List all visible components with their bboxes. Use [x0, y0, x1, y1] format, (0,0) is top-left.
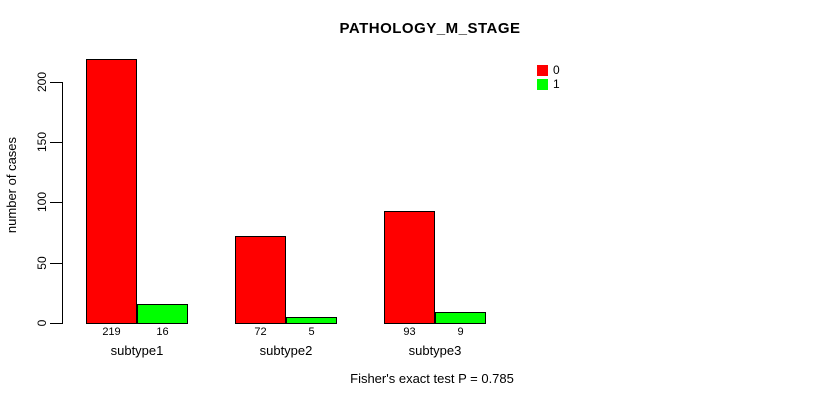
y-tick-label: 100 [35, 191, 49, 213]
y-tick-label: 50 [35, 256, 49, 270]
bar-1-subtype3 [435, 312, 486, 324]
bar-value-label: 93 [403, 326, 416, 338]
y-tick-mark [50, 323, 62, 324]
bar-value-label: 9 [457, 326, 464, 338]
y-axis-label: number of cases [4, 136, 19, 234]
y-tick-mark [50, 82, 62, 83]
y-tick-mark [50, 142, 62, 143]
y-tick-label: 0 [35, 319, 49, 327]
y-tick-mark [50, 202, 62, 203]
bar-value-label: 72 [254, 326, 267, 338]
category-label-subtype3: subtype3 [408, 343, 462, 358]
bar-0-subtype3 [384, 211, 435, 324]
chart-title: PATHOLOGY_M_STAGE [339, 20, 521, 37]
bar-1-subtype1 [137, 304, 188, 324]
bar-value-label: 16 [156, 326, 169, 338]
legend-swatch-red [537, 64, 548, 76]
legend: 0 1 [537, 64, 560, 92]
legend-entry-1: 1 [537, 78, 560, 90]
bar-value-label: 219 [102, 326, 121, 338]
legend-label: 0 [553, 63, 560, 77]
y-tick-mark [50, 263, 62, 264]
legend-label: 1 [553, 77, 560, 91]
bar-1-subtype2 [286, 317, 337, 324]
y-tick-label: 150 [35, 131, 49, 153]
legend-swatch-green [537, 78, 548, 90]
bar-0-subtype1 [86, 59, 137, 324]
legend-entry-0: 0 [537, 64, 560, 76]
bar-0-subtype2 [235, 236, 286, 324]
bar-value-label: 5 [308, 326, 315, 338]
category-label-subtype1: subtype1 [110, 343, 164, 358]
y-tick-label: 200 [35, 71, 49, 93]
category-label-subtype2: subtype2 [259, 343, 313, 358]
y-axis-line [62, 82, 63, 324]
fisher-test-annotation: Fisher's exact test P = 0.785 [350, 371, 514, 386]
